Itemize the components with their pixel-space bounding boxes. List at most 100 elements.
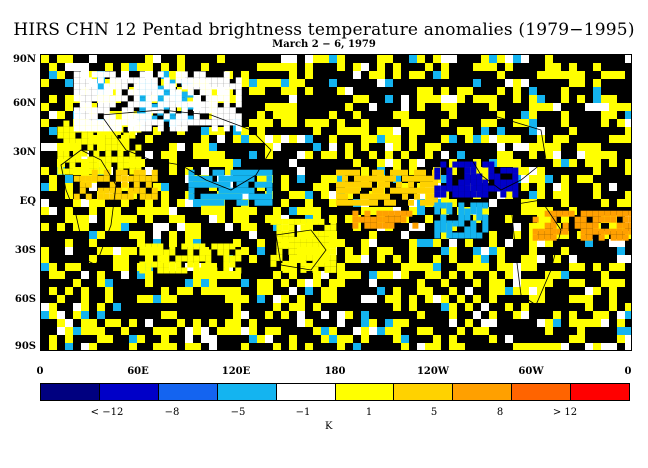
map-cell: [393, 111, 401, 119]
map-cell: [297, 207, 305, 215]
map-cell: [193, 231, 201, 239]
map-cell: [185, 231, 193, 239]
anomaly-region-11: [133, 125, 140, 132]
map-cell: [297, 79, 305, 87]
anomaly-region-7: [470, 232, 477, 239]
map-cell: [305, 279, 313, 287]
anomaly-region-3: [318, 248, 325, 255]
map-cell: [209, 215, 217, 223]
map-cell: [529, 103, 537, 111]
anomaly-region-6: [464, 179, 471, 186]
map-cell: [537, 215, 545, 223]
anomaly-region-0: [105, 138, 112, 145]
anomaly-region-11: [91, 83, 98, 90]
colorbar-label-5: 5: [430, 407, 438, 418]
anomaly-region-2: [242, 187, 249, 194]
colorbar-label-1: 1: [365, 407, 373, 418]
map-cell: [497, 151, 505, 159]
map-cell: [153, 295, 161, 303]
anomaly-region-11: [85, 89, 92, 96]
map-cell: [321, 175, 329, 183]
map-cell: [449, 343, 457, 350]
anomaly-region-11: [139, 113, 146, 120]
map-cell: [185, 199, 193, 207]
anomaly-region-1: [91, 169, 98, 176]
map-cell: [393, 335, 401, 343]
anomaly-region-11: [91, 95, 98, 102]
anomaly-region-9: [187, 249, 194, 256]
anomaly-region-2: [260, 199, 267, 206]
anomaly-region-2: [200, 193, 207, 200]
anomaly-region-11: [211, 107, 218, 114]
map-cell: [489, 295, 497, 303]
lat-label-eq: EQ: [19, 196, 36, 207]
map-cell: [465, 271, 473, 279]
anomaly-region-9: [235, 255, 242, 262]
anomaly-region-2: [218, 187, 225, 194]
map-cell: [529, 111, 537, 119]
map-cell: [297, 311, 305, 319]
anomaly-region-6: [506, 167, 513, 174]
anomaly-region-4: [360, 199, 366, 206]
colorbar-label-8neg: −8: [164, 407, 180, 418]
map-cell: [161, 327, 169, 335]
anomaly-region-3: [330, 248, 337, 255]
map-cell: [41, 263, 49, 271]
anomaly-region-8: [532, 228, 539, 235]
map-cell: [393, 303, 401, 311]
anomaly-region-10: [181, 97, 188, 104]
map-cell: [65, 79, 73, 87]
anomaly-region-1: [97, 187, 104, 194]
anomaly-region-11: [199, 83, 206, 90]
map-cell: [609, 183, 617, 191]
map-cell: [361, 167, 369, 175]
anomaly-region-11: [223, 83, 230, 90]
anomaly-region-0: [117, 156, 124, 163]
map-cell: [313, 303, 321, 311]
map-cell: [473, 95, 481, 103]
map-cell: [601, 151, 609, 159]
anomaly-region-7: [434, 226, 441, 233]
anomaly-region-11: [73, 113, 80, 120]
anomaly-region-4: [420, 187, 426, 194]
map-cell: [401, 103, 409, 111]
anomaly-region-11: [103, 101, 110, 108]
map-cell: [49, 335, 57, 343]
map-cell: [73, 279, 81, 287]
anomaly-region-8: [562, 228, 569, 235]
anomaly-region-1: [121, 169, 128, 176]
map-cell: [337, 127, 345, 135]
map-cell: [409, 295, 417, 303]
map-cell: [537, 103, 545, 111]
map-cell: [537, 223, 545, 231]
map-cell: [489, 55, 497, 63]
map-cell: [593, 143, 601, 151]
map-cell: [289, 87, 297, 95]
map-cell: [361, 119, 369, 127]
map-cell: [137, 239, 145, 247]
anomaly-region-0: [129, 132, 136, 139]
anomaly-region-9: [139, 249, 146, 256]
map-cell: [81, 199, 89, 207]
anomaly-region-6: [488, 167, 495, 174]
map-cell: [481, 95, 489, 103]
map-cell: [89, 343, 97, 350]
anomaly-region-11: [79, 95, 86, 102]
anomaly-region-9: [157, 255, 164, 262]
anomaly-region-11: [181, 77, 188, 84]
map-cell: [377, 79, 385, 87]
map-cell: [345, 255, 353, 263]
map-cell: [369, 319, 377, 327]
anomaly-region-8: [556, 210, 563, 217]
map-cell: [137, 295, 145, 303]
map-cell: [289, 343, 297, 350]
map-cell: [305, 231, 313, 239]
anomaly-region-2: [236, 175, 243, 182]
anomaly-region-11: [235, 125, 242, 132]
map-cell: [569, 311, 577, 319]
map-cell: [241, 135, 249, 143]
map-cell: [65, 287, 73, 295]
map-cell: [513, 263, 521, 271]
anomaly-region-1: [139, 169, 146, 176]
anomaly-region-5: [406, 210, 413, 217]
